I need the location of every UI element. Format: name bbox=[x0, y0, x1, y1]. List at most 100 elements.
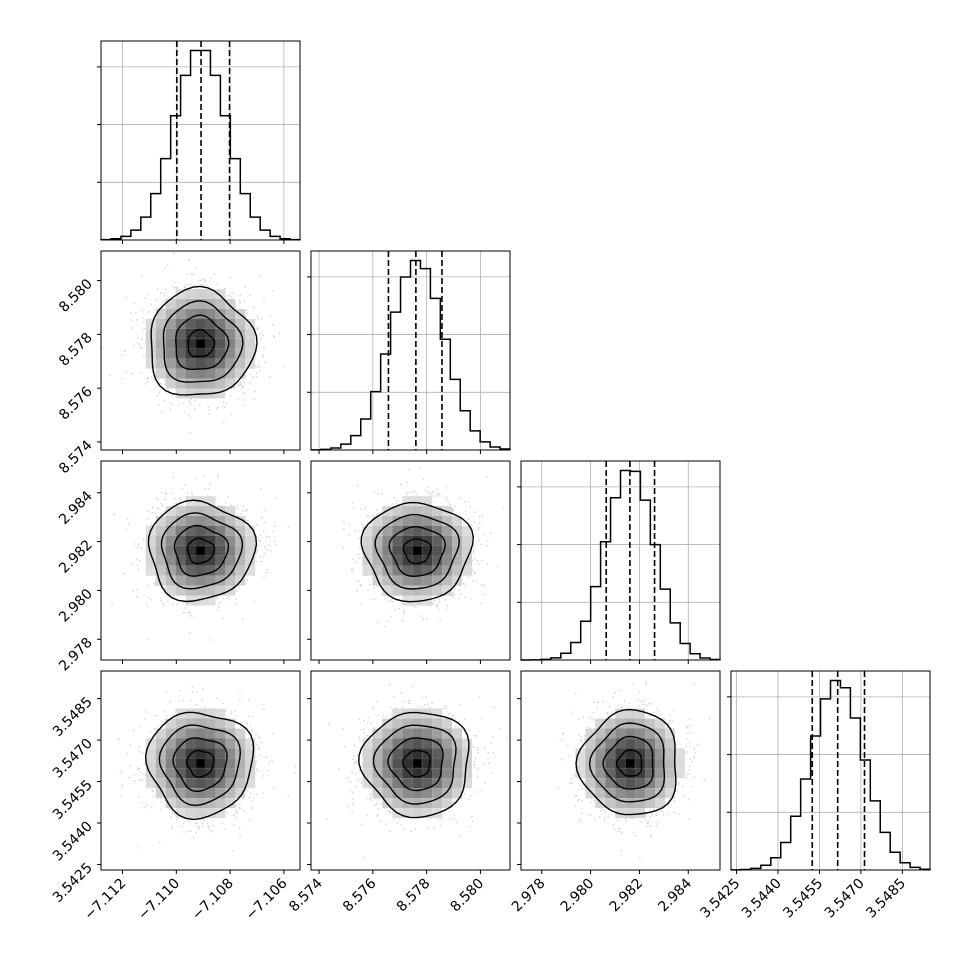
density-cell bbox=[245, 768, 256, 779]
density-cell bbox=[225, 506, 236, 517]
density-cell bbox=[225, 748, 236, 759]
density-cell bbox=[185, 728, 196, 739]
density-cell bbox=[155, 318, 166, 329]
density-peak bbox=[196, 759, 205, 768]
density-cell bbox=[165, 585, 176, 596]
density-cell bbox=[575, 768, 586, 779]
density-cell bbox=[442, 798, 453, 809]
density-cell bbox=[235, 516, 246, 526]
density-cell bbox=[145, 778, 156, 789]
density-cell bbox=[615, 748, 626, 759]
density-cell bbox=[235, 338, 246, 349]
x-tick-label: −7.108 bbox=[189, 876, 237, 924]
density-cell bbox=[195, 585, 206, 596]
x-tick-label: 3.5455 bbox=[780, 876, 826, 922]
density-cell bbox=[225, 308, 236, 319]
density-cell bbox=[195, 299, 206, 309]
density-cell bbox=[175, 768, 186, 779]
density-cell bbox=[215, 368, 226, 379]
density-cell bbox=[215, 788, 226, 799]
panel-frame bbox=[730, 670, 931, 871]
density-cell bbox=[412, 778, 423, 789]
density-cell bbox=[432, 545, 443, 556]
density-cell bbox=[165, 798, 176, 809]
density-cell bbox=[235, 545, 246, 556]
density-cell bbox=[165, 565, 176, 576]
contour-level-4 bbox=[150, 285, 258, 396]
density-cell bbox=[175, 378, 186, 389]
density-cell bbox=[215, 348, 226, 359]
density-cell bbox=[225, 535, 236, 546]
density-cell bbox=[382, 555, 393, 566]
density-cell bbox=[432, 748, 443, 759]
density-cell bbox=[372, 535, 383, 546]
density-cell bbox=[382, 728, 393, 739]
density-cell bbox=[382, 525, 393, 536]
density-cell bbox=[625, 728, 636, 739]
density-cell bbox=[155, 328, 166, 339]
density-cell bbox=[185, 338, 196, 349]
density-cell bbox=[175, 555, 186, 566]
density-cell bbox=[235, 778, 246, 789]
density-cell bbox=[452, 788, 462, 799]
density-cell bbox=[442, 788, 453, 799]
density-cell bbox=[225, 718, 236, 729]
density-cell bbox=[175, 338, 186, 349]
contour-level-3 bbox=[372, 724, 457, 805]
histogram-panel-2 bbox=[307, 250, 511, 451]
density-cell bbox=[422, 738, 433, 749]
density-cell bbox=[372, 555, 383, 566]
contour-level-2 bbox=[388, 525, 446, 578]
density-cell bbox=[674, 748, 685, 759]
density-cell bbox=[225, 555, 236, 566]
density-cell bbox=[461, 535, 472, 546]
x-tick-label: 2.980 bbox=[558, 876, 598, 916]
density-cell bbox=[655, 798, 665, 809]
density-cell bbox=[185, 358, 196, 369]
density-cell bbox=[595, 748, 606, 759]
density-cell bbox=[155, 525, 166, 536]
density-cell bbox=[215, 808, 226, 819]
density-cell bbox=[165, 506, 176, 517]
density-cell bbox=[245, 338, 256, 349]
density-cell bbox=[402, 728, 413, 739]
density-cell bbox=[625, 738, 636, 749]
density-cell bbox=[442, 555, 453, 566]
density-cell bbox=[185, 378, 196, 389]
density-cell bbox=[215, 308, 226, 319]
density-cell bbox=[442, 516, 453, 526]
y-tick-label: 8.578 bbox=[56, 330, 96, 370]
density-cell bbox=[145, 565, 156, 576]
density-cell bbox=[605, 748, 616, 759]
density-cell bbox=[432, 535, 443, 546]
density-cell bbox=[392, 516, 403, 526]
histogram-step-line bbox=[730, 679, 931, 871]
density-cell bbox=[392, 708, 403, 719]
density-cell bbox=[432, 525, 443, 536]
density-cell bbox=[402, 575, 413, 586]
density-cell bbox=[655, 778, 665, 789]
density-cell bbox=[392, 788, 403, 799]
density-cell bbox=[452, 525, 462, 536]
density-cell bbox=[615, 728, 626, 739]
density-cell bbox=[432, 798, 443, 809]
density-cell bbox=[442, 565, 453, 576]
density-cell bbox=[432, 585, 443, 596]
density-cell bbox=[452, 748, 462, 759]
density-cell bbox=[595, 758, 606, 769]
density-cell bbox=[195, 328, 206, 339]
density-cell bbox=[442, 778, 453, 789]
density-cell bbox=[225, 348, 236, 359]
density-cell bbox=[422, 808, 433, 819]
density-cell bbox=[195, 565, 206, 576]
density-cell bbox=[461, 525, 472, 536]
density-cell bbox=[372, 758, 383, 769]
density-cell bbox=[392, 525, 403, 536]
density-cell bbox=[422, 728, 433, 739]
density-cell bbox=[205, 545, 216, 556]
density-cell bbox=[175, 545, 186, 556]
density-cell bbox=[392, 738, 403, 749]
density-cell bbox=[205, 718, 216, 729]
density-cell bbox=[655, 748, 665, 759]
density-cell bbox=[195, 348, 206, 359]
